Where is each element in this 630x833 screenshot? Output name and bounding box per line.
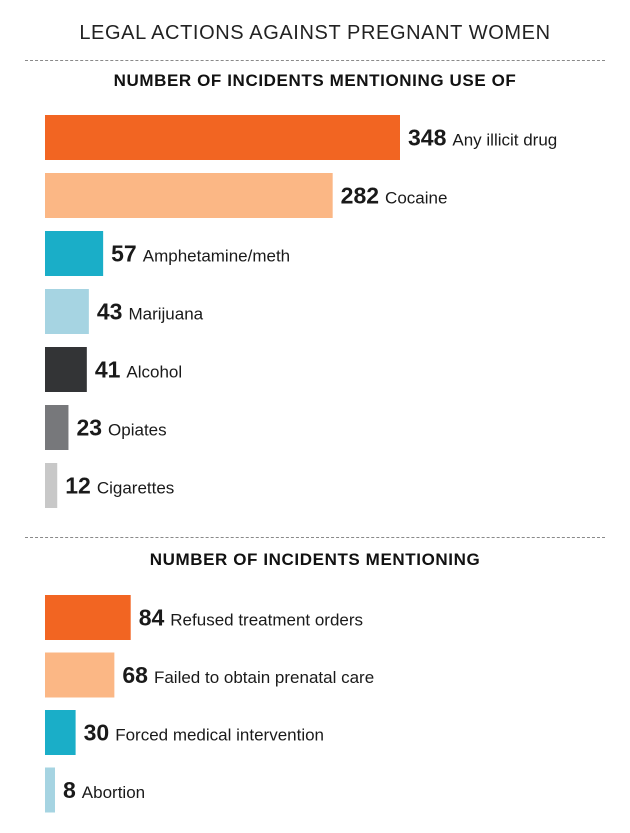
drug-label-2: 57 Amphetamine/meth <box>111 241 290 267</box>
divider-middle <box>25 537 605 538</box>
drug-value-6: 12 <box>65 473 91 499</box>
incident-category-0: Refused treatment orders <box>170 611 363 630</box>
drug-category-4: Alcohol <box>126 363 182 382</box>
incident-category-3: Abortion <box>82 783 145 802</box>
drug-value-1: 282 <box>341 183 379 209</box>
drug-category-3: Marijuana <box>128 305 203 324</box>
drug-label-1: 282 Cocaine <box>341 183 448 209</box>
incident-label-2: 30 Forced medical intervention <box>84 720 324 746</box>
chart-1-title: NUMBER OF INCIDENTS MENTIONING USE OF <box>113 71 517 90</box>
incident-value-2: 30 <box>84 720 110 746</box>
incident-bar-0 <box>45 595 131 640</box>
drug-label-4: 41 Alcohol <box>95 357 182 383</box>
drug-value-0: 348 <box>408 125 447 151</box>
drug-label-3: 43 Marijuana <box>97 299 204 325</box>
incident-label-3: 8 Abortion <box>63 777 145 803</box>
drug-bar-5 <box>45 405 69 450</box>
divider-top <box>25 60 605 61</box>
drug-bar-1 <box>45 173 333 218</box>
drug-category-6: Cigarettes <box>97 479 174 498</box>
incident-category-1: Failed to obtain prenatal care <box>154 668 374 687</box>
drug-label-0: 348 Any illicit drug <box>408 125 557 151</box>
drug-bar-4 <box>45 347 87 392</box>
drug-category-1: Cocaine <box>385 189 447 208</box>
chart-incident-types: 84 Refused treatment orders 68 Failed to ob… <box>45 595 374 813</box>
drug-bar-0 <box>45 115 400 160</box>
drug-value-3: 43 <box>97 299 123 325</box>
incident-bar-2 <box>45 710 76 755</box>
drug-category-5: Opiates <box>108 421 167 440</box>
incident-bar-1 <box>45 652 115 698</box>
drug-category-0: Any illicit drug <box>452 131 557 150</box>
incident-value-1: 68 <box>122 662 148 688</box>
drug-bar-3 <box>45 289 89 334</box>
drug-value-4: 41 <box>95 357 121 383</box>
drug-label-6: 12 Cigarettes <box>65 473 174 499</box>
incident-value-0: 84 <box>139 605 165 631</box>
incident-category-2: Forced medical intervention <box>115 726 324 745</box>
incident-label-1: 68 Failed to obtain prenatal care <box>122 662 374 688</box>
incident-label-0: 84 Refused treatment orders <box>139 605 363 631</box>
drug-value-5: 23 <box>76 415 102 441</box>
chart-drug-use: 348 Any illicit drug 282 Cocaine 57 Amphetami… <box>45 115 557 508</box>
drug-value-2: 57 <box>111 241 137 267</box>
drug-category-2: Amphetamine/meth <box>143 247 290 266</box>
chart-2-title: NUMBER OF INCIDENTS MENTIONING <box>149 550 481 569</box>
drug-label-5: 23 Opiates <box>76 415 166 441</box>
incident-bar-3 <box>45 767 55 813</box>
page-title: LEGAL ACTIONS AGAINST PREGNANT WOMEN <box>79 22 551 44</box>
drug-bar-6 <box>45 463 58 508</box>
drug-bar-2 <box>45 231 104 276</box>
incident-value-3: 8 <box>63 777 76 803</box>
